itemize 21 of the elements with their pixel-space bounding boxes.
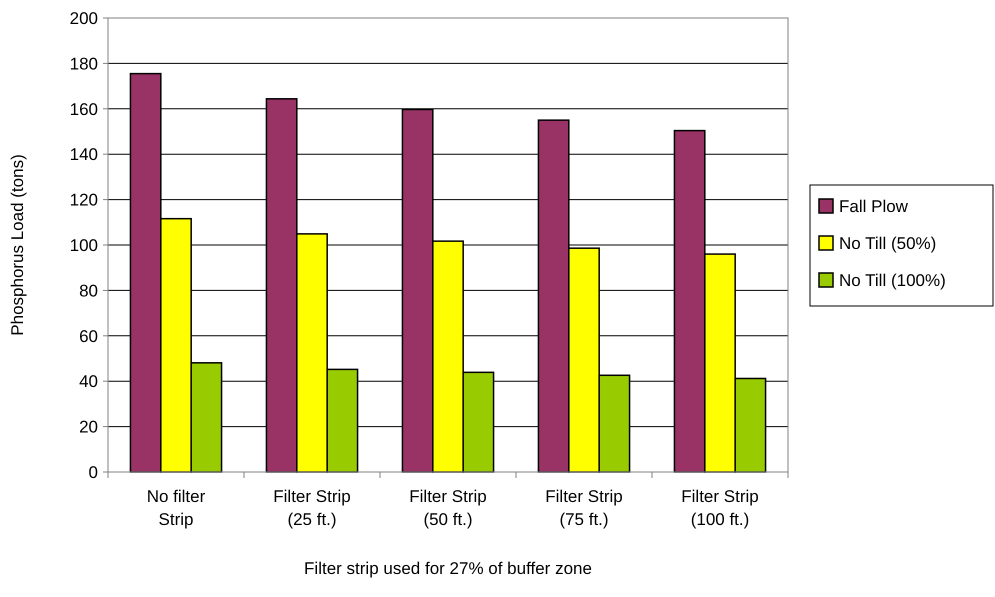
y-tick-label: 200 (70, 8, 98, 28)
x-tick-label: No filter Strip (146, 487, 206, 529)
x-tick-label: Filter Strip (25 ft.) (273, 487, 351, 529)
y-tick-label: 80 (79, 281, 98, 300)
y-tick-label: 160 (70, 100, 98, 119)
x-tick-label: Filter Strip (75 ft.) (545, 487, 623, 529)
y-tick-label: 20 (79, 418, 98, 437)
y-tick-label: 140 (70, 145, 98, 164)
y-tick-label: 0 (88, 462, 98, 482)
x-tick-label: Filter Strip (100 ft.) (681, 487, 759, 529)
y-tick-label: 180 (70, 54, 98, 74)
legend-label: No Till (100%) (839, 270, 946, 290)
x-tick-label: Filter Strip (50 ft.) (409, 487, 487, 529)
y-tick-label: 120 (70, 190, 98, 210)
y-axis-title: Phosphorus Load (tons) (8, 154, 27, 336)
x-axis-title: Filter strip used for 27% of buffer zone (304, 559, 592, 578)
legend-label: Fall Plow (839, 196, 909, 216)
y-tick-label: 100 (70, 236, 98, 255)
y-tick-label: 60 (79, 326, 98, 346)
y-tick-label: 40 (79, 372, 98, 392)
legend-label: No Till (50%) (839, 234, 936, 253)
